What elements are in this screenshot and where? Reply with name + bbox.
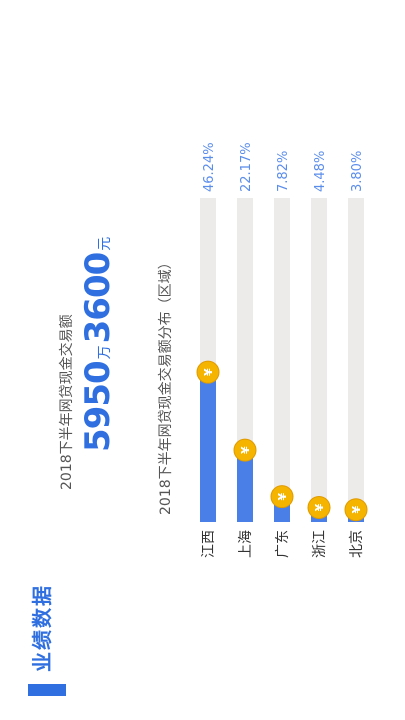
coin-icon — [233, 438, 257, 462]
bar-track — [274, 198, 290, 522]
coin-glyph: ¥ — [239, 446, 252, 454]
coin-glyph: ¥ — [276, 492, 289, 500]
bar-track — [311, 198, 327, 522]
category-label: 浙江 — [312, 530, 328, 558]
value-label: 7.82% — [276, 151, 291, 192]
coin-icon — [270, 485, 294, 509]
category-label: 江西 — [201, 530, 217, 558]
value-label: 4.48% — [313, 151, 328, 192]
coin-icon — [196, 360, 220, 384]
bar-2 — [237, 450, 253, 522]
coin-glyph: ¥ — [313, 503, 326, 511]
value-label: 3.80% — [350, 151, 365, 192]
coin-glyph: ¥ — [202, 368, 215, 376]
coin-icon — [307, 495, 331, 519]
coin-glyph: ¥ — [350, 506, 363, 514]
value-label: 22.17% — [239, 142, 254, 192]
bar-track — [348, 198, 364, 522]
coin-icon — [344, 498, 368, 522]
category-label: 北京 — [349, 530, 365, 558]
bar-1 — [200, 372, 216, 522]
category-label: 上海 — [238, 530, 254, 558]
category-label: 广东 — [275, 530, 291, 558]
value-label: 46.24% — [202, 142, 217, 192]
